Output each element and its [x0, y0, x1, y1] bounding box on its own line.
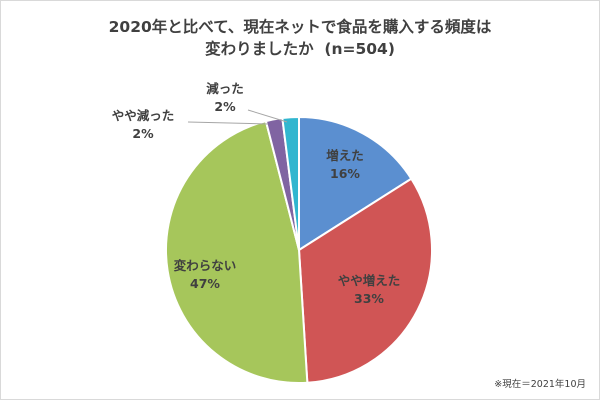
- pie-slice: [298, 115, 413, 252]
- slice-category-label: 減った: [206, 81, 244, 96]
- footnote: ※現在＝2021年10月: [494, 379, 586, 390]
- pie-slices: [165, 115, 433, 384]
- pie-slice: [297, 177, 433, 384]
- chart-title-question: 変わりましたか: [205, 40, 314, 58]
- leader-line: [187, 121, 269, 125]
- slice-value-label: 2%: [132, 126, 154, 141]
- slice-value-label: 47%: [190, 276, 220, 291]
- chart-title-sample-size: (n=504): [324, 40, 395, 58]
- slice-value-label: 16%: [330, 166, 360, 181]
- leader-line: [247, 109, 288, 123]
- pie-slice: [165, 119, 309, 384]
- leader-lines: [187, 109, 288, 125]
- chart-title-line1: 2020年と比べて、現在ネットで食品を購入する頻度は: [108, 18, 492, 36]
- slice-category-label: 増えた: [326, 148, 364, 163]
- pie-slice: [281, 115, 300, 251]
- slice-category-label: やや減った: [112, 108, 175, 123]
- slice-value-label: 2%: [214, 99, 236, 114]
- chart-title-line2: 変わりましたか (n=504): [0, 38, 600, 60]
- chart-title: 2020年と比べて、現在ネットで食品を購入する頻度は 変わりましたか (n=50…: [0, 16, 600, 60]
- slice-value-label: 33%: [354, 291, 384, 306]
- slice-category-label: 変わらない: [174, 258, 237, 273]
- slice-category-label: やや増えた: [338, 273, 401, 288]
- slice-labels: 増えた 16% やや増えた 33% 変わらない 47% やや減った 2% 減った 2%: [112, 81, 401, 306]
